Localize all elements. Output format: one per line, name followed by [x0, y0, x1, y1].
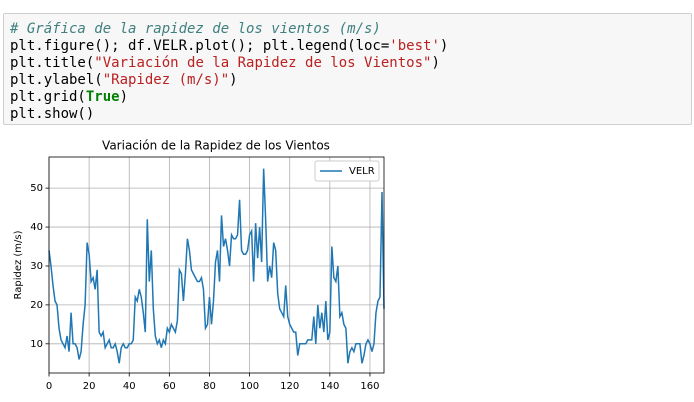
code-string: "Variación de la Rapidez de los Vientos": [94, 55, 432, 71]
y-tick-label: 20: [30, 300, 43, 311]
x-tick-label: 20: [83, 381, 96, 392]
chart-title: Variación de la Rapidez de los Vientos: [102, 139, 330, 153]
y-tick-label: 10: [30, 339, 43, 350]
chart: Variación de la Rapidez de los Vientos R…: [13, 139, 385, 392]
legend-label: VELR: [349, 166, 375, 177]
code: plt.grid(: [10, 89, 86, 105]
x-tick-label: 60: [163, 381, 176, 392]
code: ): [431, 55, 440, 71]
x-tick-label: 140: [320, 381, 339, 392]
code-comment: # Gráfica de la rapidez de los vientos (…: [10, 21, 381, 37]
code: plt.show(): [10, 106, 95, 122]
code-cell[interactable]: # Gráfica de la rapidez de los vientos (…: [3, 13, 692, 125]
x-tick-label: 80: [203, 381, 216, 392]
legend-box: [314, 160, 380, 182]
code: plt.title(: [10, 55, 95, 71]
x-tick-label: 100: [240, 381, 259, 392]
y-tick-label: 50: [30, 183, 43, 194]
data-line: [48, 168, 385, 364]
code: ): [119, 89, 129, 105]
y-axis-label: Rapidez (m/s): [13, 230, 24, 299]
code-string: 'best': [389, 38, 440, 54]
x-tick-label: 160: [360, 381, 379, 392]
code: ): [439, 38, 449, 54]
y-tick-label: 30: [30, 261, 43, 272]
plot-frame: [48, 156, 385, 374]
x-tick-label: 0: [46, 381, 52, 392]
code: ): [229, 72, 238, 88]
x-tick-label: 120: [280, 381, 299, 392]
code: plt.figure(); df.VELR.plot(); plt.legend…: [10, 38, 390, 54]
code-keyword: True: [85, 89, 120, 105]
code-string: "Rapidez (m/s)": [102, 72, 230, 88]
code: plt.ylabel(: [10, 72, 103, 88]
y-tick-label: 40: [30, 222, 43, 233]
x-tick-label: 40: [123, 381, 136, 392]
